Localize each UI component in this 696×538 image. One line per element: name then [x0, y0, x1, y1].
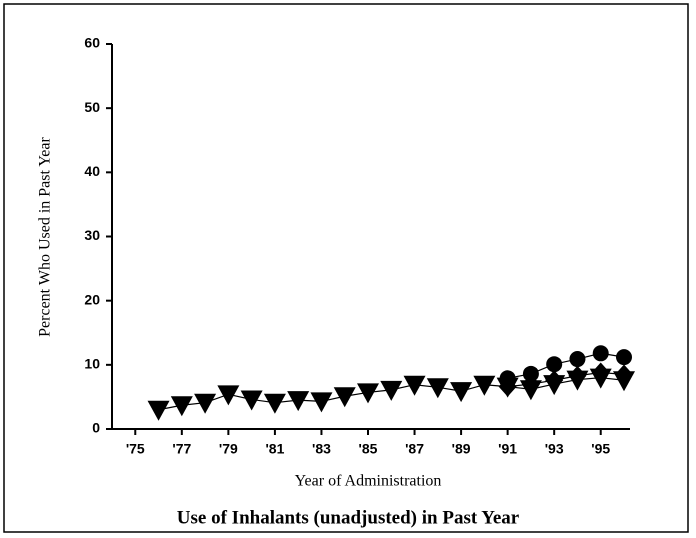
y-tick-label: 60	[84, 35, 100, 51]
circle-marker	[592, 345, 609, 362]
triangle-marker	[380, 380, 403, 401]
x-tick-label: '81	[265, 441, 284, 457]
chart-title: Use of Inhalants (unadjusted) in Past Ye…	[177, 507, 520, 528]
diamond-marker	[498, 376, 517, 397]
circle-marker	[522, 365, 539, 382]
y-tick-label: 20	[84, 291, 100, 307]
triangle-marker	[450, 382, 473, 403]
x-tick-label: '93	[545, 441, 564, 457]
triangle-marker	[426, 378, 449, 399]
x-tick-label: '91	[498, 441, 517, 457]
triangle-marker	[310, 392, 333, 413]
diamond-marker	[591, 362, 610, 383]
diamond-marker	[521, 374, 540, 395]
y-tick-label: 40	[84, 163, 100, 179]
circle-marker	[616, 349, 632, 366]
x-tick-label: '89	[452, 441, 471, 457]
triangle-marker	[170, 396, 193, 417]
y-tick-label: 10	[84, 356, 100, 372]
frame	[3, 3, 689, 533]
x-tick-label: '87	[405, 441, 424, 457]
triangle-marker	[147, 400, 170, 421]
triangle-marker	[357, 383, 379, 404]
triangle-marker	[194, 393, 217, 414]
y-tick-label: 0	[92, 420, 100, 436]
y-axis-label: Percent Who Used in Past Year	[37, 136, 54, 336]
x-tick-label: '95	[591, 441, 610, 457]
triangle-marker	[263, 393, 286, 414]
x-tick-label: '75	[126, 441, 145, 457]
diamond-marker	[545, 370, 564, 391]
x-tick-label: '83	[312, 441, 331, 457]
circle-marker	[569, 351, 586, 368]
triangle-marker	[403, 375, 426, 396]
triangle-marker	[287, 391, 310, 412]
y-tick-label: 50	[84, 99, 100, 115]
y-tick-label: 30	[84, 227, 100, 243]
triangle-marker	[473, 375, 496, 396]
triangle-marker	[240, 390, 263, 411]
diamond-marker	[615, 364, 633, 385]
x-tick-label: '77	[172, 441, 191, 457]
triangle-marker	[217, 385, 240, 406]
triangle-marker	[333, 387, 356, 408]
x-axis-label: Year of Administration	[295, 473, 442, 490]
circle-marker	[546, 356, 563, 373]
x-tick-label: '79	[219, 441, 238, 457]
x-tick-label: '85	[359, 441, 378, 457]
diamond-marker	[568, 365, 587, 386]
